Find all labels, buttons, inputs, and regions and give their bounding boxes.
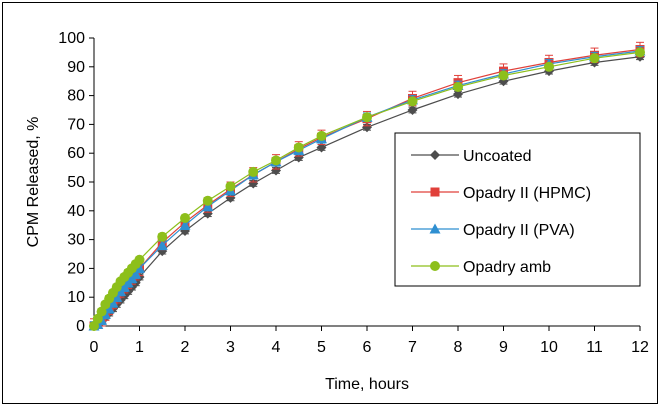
y-axis-title: CPM Released, % <box>25 117 42 248</box>
data-point <box>130 268 142 279</box>
data-point <box>293 142 304 153</box>
data-point <box>407 96 418 107</box>
x-tick-label: 1 <box>135 339 144 356</box>
y-tick-label: 60 <box>67 145 85 162</box>
legend-label: Opadry amb <box>463 259 551 276</box>
legend-marker <box>430 187 440 197</box>
legend-label: Opadry II (PVA) <box>463 222 575 239</box>
y-tick-label: 30 <box>67 232 85 249</box>
data-point <box>225 181 236 192</box>
data-point <box>498 70 509 81</box>
data-point <box>407 105 418 115</box>
legend-item: Opadry II (PVA) <box>411 222 575 239</box>
legend-marker <box>429 223 441 234</box>
data-point <box>180 213 190 223</box>
legend-marker <box>430 150 440 160</box>
y-tick-label: 0 <box>76 318 85 335</box>
x-tick-label: 5 <box>317 339 326 356</box>
x-tick-label: 10 <box>540 339 558 356</box>
legend-item: Opadry amb <box>411 259 551 276</box>
data-point <box>362 112 372 123</box>
x-tick-label: 11 <box>586 339 603 356</box>
x-tick-label: 6 <box>363 339 372 356</box>
legend-marker <box>430 261 440 271</box>
data-point <box>635 47 645 58</box>
data-point <box>134 262 145 273</box>
legend-label: Uncoated <box>463 148 532 165</box>
data-point <box>156 239 168 250</box>
data-point <box>134 254 145 265</box>
y-tick-label: 90 <box>67 59 85 76</box>
data-point <box>202 200 214 211</box>
data-point <box>316 130 327 141</box>
data-point <box>362 122 372 133</box>
y-tick-label: 100 <box>58 30 85 47</box>
legend-item: Opadry II (HPMC) <box>411 185 591 202</box>
data-point <box>453 81 463 92</box>
y-tick-label: 20 <box>67 260 85 277</box>
x-axis-title: Time, hours <box>325 376 409 393</box>
x-tick-label: 3 <box>226 339 235 356</box>
series-opadry-amb <box>89 47 645 331</box>
data-point <box>453 89 463 100</box>
legend-label: Opadry II (HPMC) <box>463 185 591 202</box>
x-tick-label: 12 <box>631 339 649 356</box>
data-point <box>202 195 213 206</box>
legend: Uncoated Opadry II (HPMC) Opadry II (PVA) O… <box>394 132 641 287</box>
data-point <box>544 61 554 72</box>
x-tick-label: 0 <box>90 339 99 356</box>
x-tick-label: 4 <box>272 339 281 356</box>
data-point <box>271 165 281 176</box>
x-tick-label: 8 <box>454 339 463 356</box>
data-point <box>589 53 600 64</box>
x-tick-label: 7 <box>408 339 417 356</box>
data-point <box>271 155 281 166</box>
data-point <box>248 178 259 189</box>
data-point <box>248 166 259 177</box>
y-tick-label: 70 <box>67 116 85 133</box>
y-tick-label: 80 <box>67 88 85 105</box>
x-tick-label: 2 <box>181 339 190 356</box>
legend-item: Uncoated <box>411 148 532 165</box>
y-tick-label: 40 <box>67 203 85 220</box>
data-point <box>157 231 168 242</box>
y-tick-label: 10 <box>67 289 85 306</box>
plot-area <box>88 41 646 331</box>
x-tick-label: 9 <box>499 339 508 356</box>
y-tick-label: 50 <box>67 174 85 191</box>
data-point <box>179 219 191 230</box>
